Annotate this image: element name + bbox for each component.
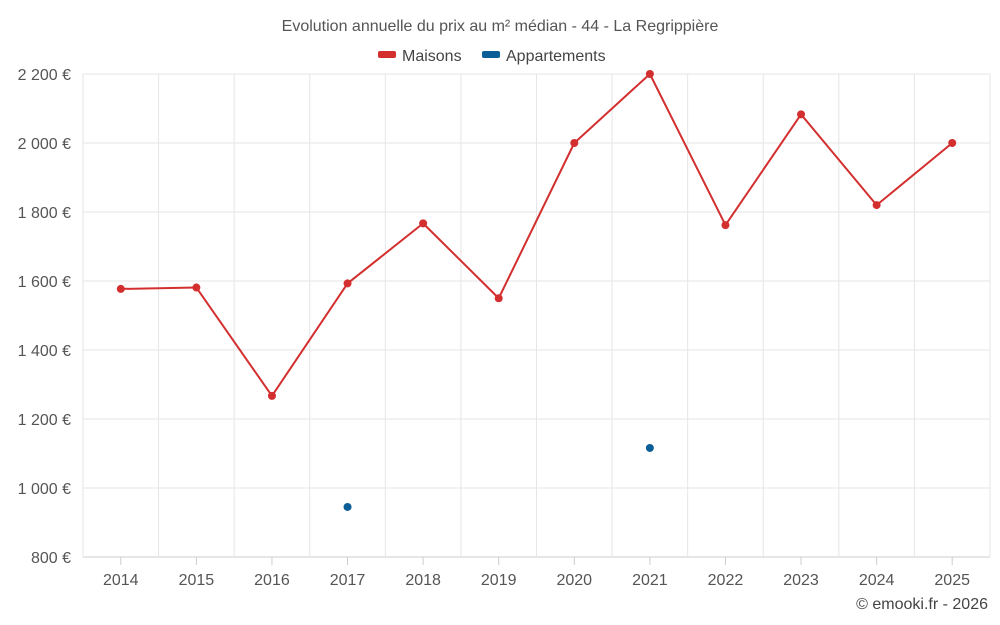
data-point-appartements-2021[interactable] (645, 443, 654, 452)
data-point-maisons-2025[interactable] (948, 139, 957, 147)
y-tick-label: 1 600 € (18, 274, 71, 291)
x-tick-label: 2018 (405, 572, 441, 589)
y-tick-label: 800 € (31, 550, 71, 567)
x-tick-label: 2016 (254, 572, 290, 589)
legend-item-maisons[interactable]: Maisons (378, 48, 462, 65)
x-tick-label: 2024 (859, 572, 895, 589)
y-tick-label: 1 000 € (18, 481, 71, 498)
grid (82, 73, 991, 558)
chart-title: Evolution annuelle du prix au m² médian … (282, 18, 719, 35)
x-tick-label: 2023 (783, 572, 819, 589)
legend-label-appartements: Appartements (506, 48, 606, 65)
data-point-maisons-2024[interactable] (872, 201, 881, 210)
x-tick-label: 2015 (179, 572, 215, 589)
data-point-maisons-2016[interactable] (267, 391, 276, 400)
y-tick-label: 1 400 € (18, 343, 71, 360)
x-tick-label: 2025 (934, 572, 970, 589)
data-point-maisons-2021[interactable] (645, 70, 654, 78)
legend: Maisons Appartements (378, 48, 606, 65)
y-axis-ticks: 800 € 1 000 € 1 200 € 1 400 € 1 600 € 1 800 €… (18, 67, 71, 567)
data-point-maisons-2019[interactable] (494, 294, 503, 303)
x-axis-ticks: 2014 2015 2016 2017 2018 2019 2020 2021 2022 2023… (103, 557, 970, 589)
data-point-appartements-2017[interactable] (343, 502, 352, 511)
y-tick-label: 2 000 € (18, 136, 71, 153)
series-maisons (116, 70, 957, 400)
legend-swatch-maisons (378, 51, 396, 58)
data-point-maisons-2015[interactable] (192, 283, 201, 292)
series-appartements (343, 443, 654, 511)
data-point-maisons-2023[interactable] (797, 110, 806, 119)
data-point-maisons-2018[interactable] (419, 219, 428, 228)
legend-item-appartements[interactable]: Appartements (482, 48, 606, 65)
series-line-maisons (120, 73, 953, 397)
y-tick-label: 1 800 € (18, 205, 71, 222)
data-point-maisons-2022[interactable] (721, 221, 730, 230)
x-tick-label: 2021 (632, 572, 668, 589)
data-point-maisons-2014[interactable] (116, 284, 125, 293)
x-tick-label: 2019 (481, 572, 517, 589)
data-point-maisons-2020[interactable] (570, 139, 579, 147)
y-tick-label: 2 200 € (18, 67, 71, 84)
series (116, 70, 957, 511)
x-tick-label: 2022 (708, 572, 744, 589)
legend-label-maisons: Maisons (402, 48, 462, 65)
y-tick-label: 1 200 € (18, 412, 71, 429)
x-tick-label: 2020 (556, 572, 592, 589)
legend-swatch-appartements (482, 51, 500, 58)
credit-text: © emooki.fr - 2026 (856, 596, 988, 613)
x-tick-label: 2014 (103, 572, 139, 589)
data-point-maisons-2017[interactable] (343, 279, 352, 288)
x-tick-label: 2017 (330, 572, 366, 589)
